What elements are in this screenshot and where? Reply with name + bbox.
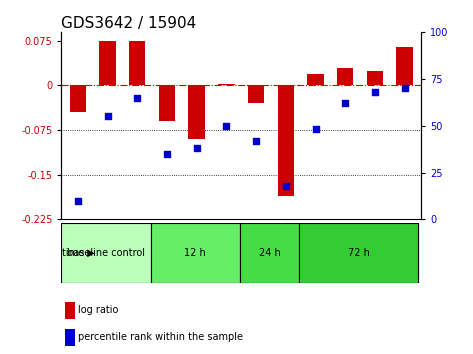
Point (193, 145, 201, 151)
Point (163, 151, 171, 156)
Bar (189, 85, 205, 139)
Text: log ratio: log ratio (78, 306, 118, 315)
Bar (99, 41, 116, 85)
Text: baseline control: baseline control (67, 248, 145, 258)
Point (252, 138, 260, 143)
Bar (65, 329, 75, 346)
Text: time ▶: time ▶ (62, 248, 95, 258)
Point (342, 100, 349, 106)
Text: 24 h: 24 h (259, 248, 280, 258)
Point (74, 198, 82, 204)
Bar (337, 68, 353, 85)
Point (371, 89, 379, 95)
Text: 72 h: 72 h (348, 248, 369, 258)
Point (312, 127, 319, 132)
Point (133, 95, 141, 101)
Bar (61, 223, 150, 283)
Bar (70, 85, 86, 112)
Text: percentile rank within the sample: percentile rank within the sample (78, 332, 243, 342)
Point (104, 113, 111, 119)
Point (282, 183, 289, 189)
Bar (218, 84, 235, 85)
Bar (65, 302, 75, 319)
Point (401, 85, 408, 91)
Text: 12 h: 12 h (184, 248, 206, 258)
Bar (278, 85, 294, 196)
Bar (159, 85, 175, 121)
Point (223, 123, 230, 129)
Bar (240, 223, 299, 283)
Bar (307, 74, 324, 85)
Bar (150, 223, 240, 283)
Text: GDS3642 / 15904: GDS3642 / 15904 (61, 16, 197, 31)
Bar (129, 41, 145, 85)
Bar (367, 70, 383, 85)
Bar (299, 223, 418, 283)
Bar (396, 47, 413, 85)
Bar (248, 85, 264, 103)
